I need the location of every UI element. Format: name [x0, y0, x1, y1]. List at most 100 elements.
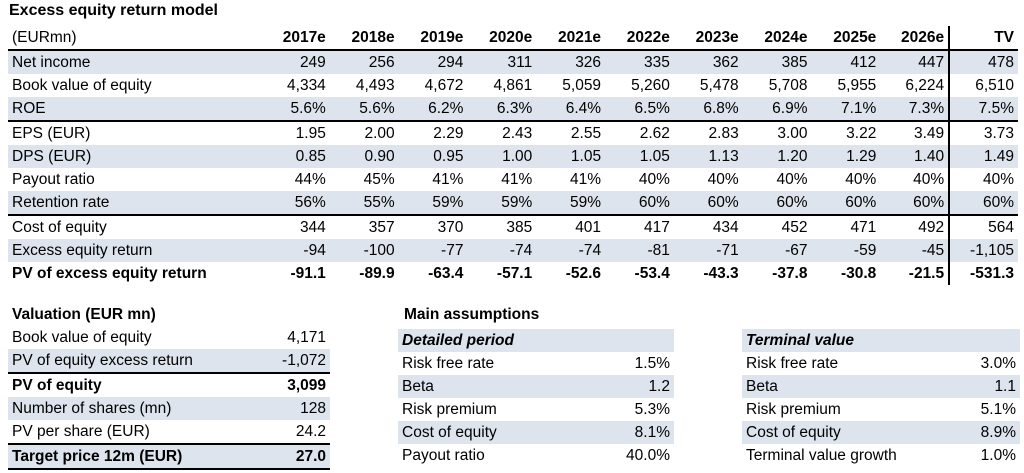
column-header: 2023e	[673, 26, 743, 51]
assumption-row: Cost of equity 8.9%	[742, 421, 1020, 444]
detailed-heading: Detailed period	[398, 329, 674, 352]
table-cell: 1.05	[536, 145, 606, 168]
assumptions-title: Main assumptions	[404, 306, 540, 323]
table-cell: 492	[880, 214, 950, 239]
assumption-row: Beta 1.1	[742, 375, 1020, 398]
terminal-heading: Terminal value	[742, 329, 1020, 352]
table-cell: 0.85	[261, 145, 330, 168]
valuation-row: PV per share (EUR) 24.2	[8, 420, 330, 444]
table-cell: 1.05	[605, 145, 674, 168]
table-cell: 385	[467, 214, 537, 239]
table-cell: -67	[742, 239, 812, 262]
assumption-row: Payout ratio 40.0%	[398, 444, 674, 467]
row-label: Cost of equity	[8, 214, 261, 239]
table-cell: 4,672	[424, 76, 464, 94]
table-cell: 357	[329, 214, 399, 239]
assumption-value: 40.0%	[626, 446, 670, 464]
valuation-row: PV of equity 3,099	[8, 372, 330, 397]
row-label: Net income	[8, 50, 261, 74]
assumption-row: Beta 1.2	[398, 375, 674, 398]
table-cell: 55%	[329, 191, 399, 215]
table-cell: 44%	[294, 170, 326, 188]
table-cell: 41%	[501, 170, 533, 188]
assumption-value: 5.1%	[980, 400, 1016, 418]
table-cell: -71	[673, 239, 743, 262]
table-cell: 5,059	[562, 76, 602, 94]
table-cell: -74	[467, 239, 537, 262]
table-row: Net income 249 256 294 311 326 335 362 385 412 447…	[8, 50, 1018, 74]
assumption-value: 1.0%	[980, 446, 1016, 464]
column-header: 2022e	[605, 26, 674, 51]
assumption-value: 8.1%	[598, 421, 674, 444]
table-cell: 56%	[261, 191, 330, 215]
assumption-row: Risk free rate 3.0%	[742, 352, 1020, 375]
assumption-label: Cost of equity	[742, 421, 942, 444]
table-cell: 564	[948, 214, 1018, 239]
table-cell: 5,955	[837, 76, 877, 94]
column-header: 2019e	[398, 26, 468, 51]
table-cell: 40%	[776, 170, 808, 188]
table-cell: 6.8%	[673, 97, 743, 122]
table-cell: 478	[948, 50, 1018, 74]
table-cell: 5,708	[768, 76, 808, 94]
valuation-value: 27.0	[244, 443, 330, 470]
row-label: EPS (EUR)	[12, 124, 91, 142]
row-label: DPS (EUR)	[8, 145, 261, 168]
table-cell: -81	[605, 239, 674, 262]
table-cell: 1.49	[948, 145, 1018, 168]
table-row: PV of excess equity return -91.1 -89.9 -63.…	[8, 262, 1018, 285]
table-cell: 60%	[880, 191, 950, 215]
valuation-row: Book value of equity 4,171	[8, 326, 330, 349]
column-header: TV	[948, 26, 1018, 51]
table-row: Retention rate 56% 55% 59% 59% 59% 60% 60% 60% 60…	[8, 191, 1018, 215]
valuation-title: Valuation (EUR mn)	[12, 305, 156, 323]
valuation-label: Book value of equity	[12, 328, 152, 346]
valuation-value: 3,099	[244, 372, 330, 397]
table-cell: 1.40	[880, 145, 950, 168]
assumption-label: Terminal value growth	[746, 446, 897, 464]
valuation-label: Number of shares (mn)	[8, 397, 244, 420]
table-row: Cost of equity 344 357 370 385 401 417 434 452 47…	[8, 214, 1018, 239]
terminal-value-table: Terminal value Risk free rate 3.0% Beta 1.1…	[742, 329, 1020, 467]
valuation-row: PV of equity excess return -1,072	[8, 349, 330, 373]
table-cell: 41%	[432, 170, 464, 188]
table-cell: 434	[673, 214, 743, 239]
table-header-row: (EURmn) 2017e 2018e 2019e 2020e 2021e 2022e 20…	[8, 26, 1018, 51]
table-cell: -53.4	[634, 264, 670, 282]
table-cell: -89.9	[359, 264, 395, 282]
table-cell: 1.29	[811, 145, 881, 168]
table-cell: 59%	[467, 191, 537, 215]
table-cell: 5.6%	[261, 97, 330, 122]
assumption-value: 1.1	[942, 375, 1020, 398]
table-cell: 362	[673, 50, 743, 74]
table-cell: 370	[398, 214, 468, 239]
detailed-heading-row: Detailed period	[398, 329, 674, 352]
table-cell: 5.6%	[329, 97, 399, 122]
assumption-label: Beta	[742, 375, 942, 398]
unit-label: (EURmn)	[8, 26, 261, 51]
assumption-label: Payout ratio	[402, 446, 485, 464]
valuation-value: 24.2	[295, 422, 326, 440]
table-row: DPS (EUR) 0.85 0.90 0.95 1.00 1.05 1.05 1.13 1.2…	[8, 145, 1018, 168]
table-cell: 256	[329, 50, 399, 74]
table-cell: 249	[261, 50, 330, 74]
table-cell: 40%	[638, 170, 670, 188]
table-cell: 294	[398, 50, 468, 74]
table-cell: 5,260	[631, 76, 670, 94]
valuation-value: 4,171	[287, 328, 326, 346]
table-cell: 40%	[948, 168, 1018, 191]
valuation-row: Target price 12m (EUR) 27.0	[8, 443, 330, 470]
column-header: 2026e	[880, 26, 950, 51]
table-cell: 5,478	[699, 76, 739, 94]
assumption-value: 1.5%	[634, 354, 670, 372]
column-header: 2020e	[467, 26, 537, 51]
table-cell: 1.00	[467, 145, 537, 168]
table-cell: 6.4%	[536, 97, 606, 122]
table-cell: 344	[261, 214, 330, 239]
table-cell: 6.3%	[467, 97, 537, 122]
valuation-label: PV per share (EUR)	[12, 422, 150, 440]
assumption-label: Risk free rate	[402, 354, 495, 372]
table-cell: -74	[536, 239, 606, 262]
table-cell: 2.55	[570, 124, 602, 142]
table-row: EPS (EUR) 1.95 2.00 2.29 2.43 2.55 2.62 2.83 3.0…	[8, 121, 1018, 145]
